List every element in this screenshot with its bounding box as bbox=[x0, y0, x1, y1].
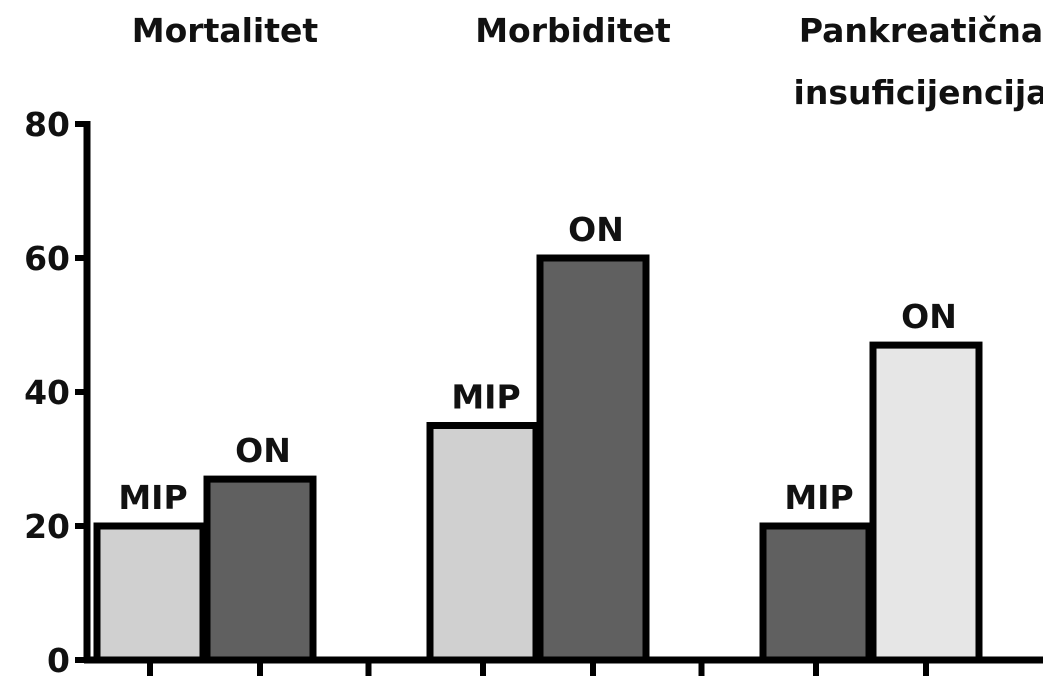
y-tick-label: 40 bbox=[24, 373, 70, 412]
bar-label: MIP bbox=[118, 478, 187, 517]
category-label: Pankreatična insuficijencija bbox=[793, 11, 1043, 112]
bar-label: ON bbox=[568, 210, 624, 249]
category-label: Mortalitet bbox=[131, 11, 319, 50]
bar bbox=[536, 254, 650, 664]
y-tick-label: 80 bbox=[24, 105, 70, 144]
bar-label: MIP bbox=[784, 478, 853, 517]
bar-label: ON bbox=[235, 431, 291, 470]
y-tick-label: 60 bbox=[24, 239, 70, 278]
bar bbox=[426, 422, 540, 664]
bar-label: ON bbox=[901, 297, 957, 336]
y-tick-label: 0 bbox=[47, 641, 70, 680]
bar bbox=[869, 341, 983, 664]
bar bbox=[203, 475, 317, 664]
y-tick-label: 20 bbox=[24, 507, 70, 546]
category-label: Morbiditet bbox=[475, 11, 671, 50]
bar bbox=[93, 522, 207, 664]
bar bbox=[759, 522, 873, 664]
bar-label: MIP bbox=[451, 378, 520, 417]
